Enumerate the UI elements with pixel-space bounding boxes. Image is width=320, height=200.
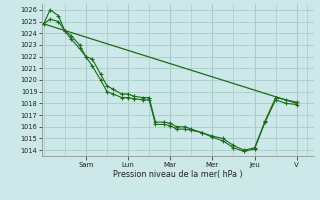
X-axis label: Pression niveau de la mer( hPa ): Pression niveau de la mer( hPa ) xyxy=(113,170,243,179)
